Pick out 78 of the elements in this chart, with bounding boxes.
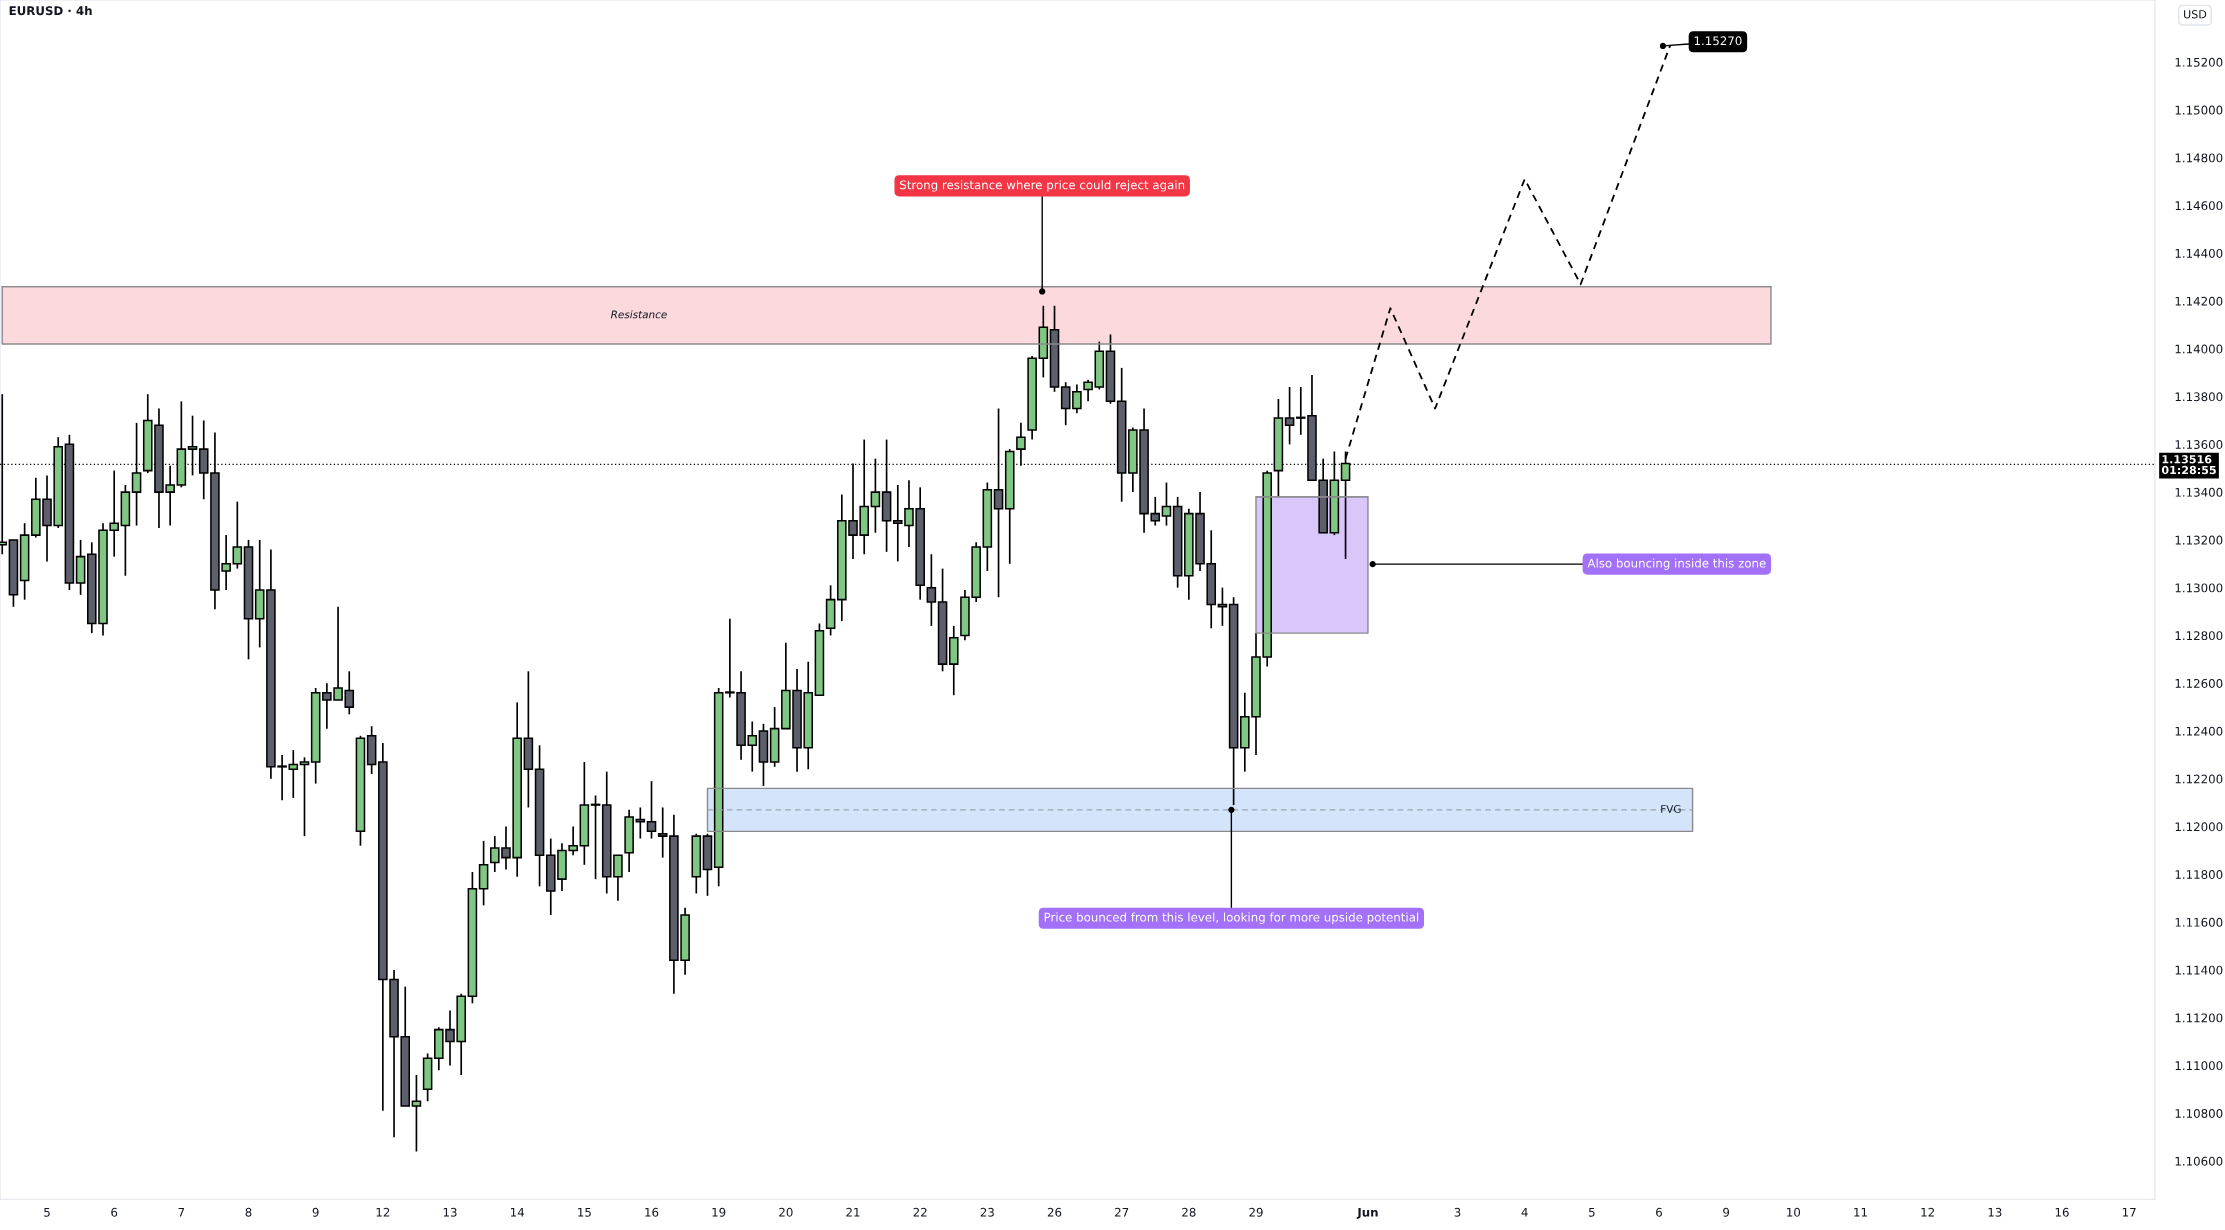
candlestick [657,806,668,859]
x-tick-label: 5 [1588,1207,1595,1217]
y-tick-label: 1.11600 [2175,917,2223,927]
y-tick-label: 1.12200 [2175,774,2223,784]
x-tick-label: 23 [980,1207,994,1217]
y-tick-label: 1.12400 [2175,726,2223,736]
y-tick-label: 1.13000 [2175,583,2223,593]
ref-line-label: 1.13516 01:28:55 [2161,455,2216,475]
x-tick-label: 22 [913,1207,927,1217]
x-tick-label: 16 [2055,1207,2069,1217]
candlestick [590,794,601,880]
x-tick-label: 9 [312,1207,319,1217]
y-tick-label: 1.13400 [2175,487,2223,497]
y-tick-label: 1.15200 [2175,57,2223,67]
x-tick-label: 11 [1854,1207,1867,1217]
candlestick [926,553,937,627]
candlestick [1161,481,1172,527]
x-tick-label: 21 [846,1207,860,1217]
x-tick-label: Jun [1356,1207,1378,1219]
annotation: Also bouncing inside this zone [1587,558,1766,570]
y-tick-label: 1.15000 [2175,105,2223,115]
series-label: FVG [1661,805,1681,813]
annotation: 1.15270 [1694,36,1742,46]
annotation: Price bounced from this level, looking for more upside potential [1044,912,1419,924]
candlestick [1284,386,1295,446]
candlestick [635,806,646,840]
y-tick-label: 1.11000 [2175,1061,2223,1071]
candlestick [646,780,657,840]
x-tick-label: 20 [779,1207,793,1217]
annotation: Strong resistance where price could reject again [900,180,1185,192]
x-tick-label: 27 [1115,1207,1129,1217]
x-tick-label: 17 [2122,1207,2136,1217]
y-tick-label: 1.14600 [2175,201,2223,211]
x-tick-label: 29 [1249,1207,1263,1217]
y-tick-label: 1.13800 [2175,392,2223,402]
x-tick-label: 28 [1182,1207,1196,1217]
x-tick-label: 6 [111,1207,118,1217]
x-tick-label: 9 [1723,1207,1730,1217]
y-tick-label: 1.13200 [2175,535,2223,545]
x-tick-label: 12 [1921,1207,1934,1217]
y-tick-label: 1.12600 [2175,678,2223,688]
y-tick-label: 1.11800 [2175,870,2223,880]
y-tick-label: 1.11400 [2175,965,2223,975]
x-tick-label: 6 [1656,1207,1663,1217]
x-tick-label: 15 [578,1207,591,1217]
y-tick-label: 1.14800 [2175,153,2223,163]
text: Resistance [610,310,667,319]
y-tick-label: 1.13600 [2175,440,2223,449]
y-tick-label: 1.10600 [2175,1156,2223,1166]
candlestick [232,500,243,570]
candlestick [1060,381,1071,427]
x-tick-label: 19 [712,1207,726,1217]
x-tick-label: 8 [245,1207,252,1217]
y-axis-title: USD [2184,10,2207,19]
x-tick-label: 13 [443,1207,457,1217]
x-tick-label: 7 [178,1207,185,1217]
x-tick-label: 26 [1047,1207,1062,1217]
x-tick-label: 10 [1787,1207,1801,1217]
candlestick [1072,383,1082,415]
y-tick-label: 1.12000 [2175,822,2223,832]
x-tick-label: 14 [510,1207,525,1217]
y-tick-label: 1.11200 [2175,1013,2223,1023]
candlestick [1217,586,1228,627]
x-tick-label: 12 [376,1207,390,1217]
candlestick [411,1074,422,1153]
candlestick [299,756,310,837]
x-tick-label: 3 [1454,1207,1461,1217]
x-tick-label: 16 [645,1207,659,1217]
y-tick-label: 1.12800 [2175,631,2223,641]
x-tick-label: 4 [1521,1207,1528,1217]
x-tick-label: 13 [1988,1207,2002,1217]
y-tick-label: 1.14000 [2175,344,2223,354]
y-tick-label: 1.14200 [2175,296,2223,306]
candlestick [478,840,489,907]
y-tick-label: 1.14400 [2175,248,2223,258]
x-tick-label: 5 [44,1207,50,1217]
y-tick-label: 1.10800 [2175,1108,2223,1118]
chart-title: EURUSD · 4h [9,6,92,16]
